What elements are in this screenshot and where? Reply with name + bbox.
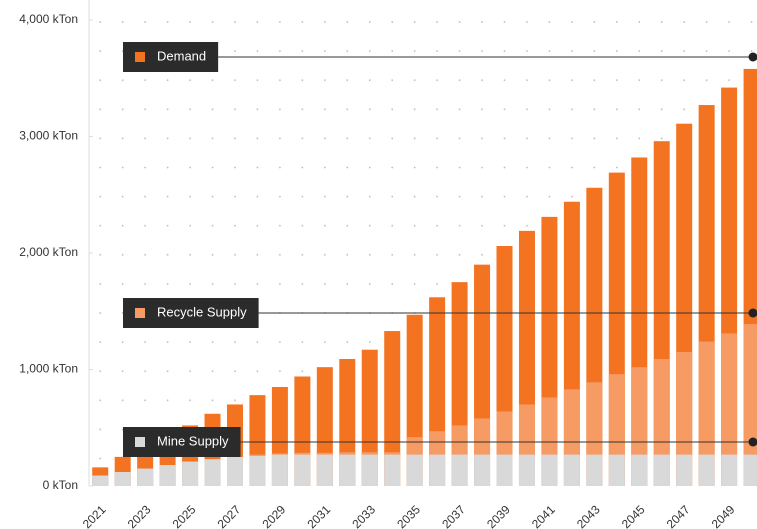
- y-tick-label: 4,000 kTon: [19, 12, 78, 26]
- recycle-supply-bar: [406, 437, 423, 455]
- recycle-supply-bar: [608, 374, 625, 455]
- mine-supply-bar: [631, 454, 648, 486]
- legend-label: Mine Supply: [157, 433, 229, 448]
- recycle-supply-bar: [631, 367, 648, 455]
- recycle-supply-bar: [294, 452, 311, 455]
- legend-label: Demand: [157, 48, 206, 63]
- recycle-supply-bar: [698, 341, 715, 455]
- x-tick-label: 2033: [349, 502, 378, 529]
- recycle-supply-bar: [676, 352, 693, 455]
- x-tick-label: 2043: [574, 502, 603, 529]
- legend-dot: [748, 437, 757, 447]
- demand-bar: [361, 349, 378, 486]
- recycle-supply-bar: [541, 397, 558, 455]
- mine-supply-bar: [676, 454, 693, 486]
- legend-swatch: [135, 52, 145, 62]
- mine-supply-bar: [451, 454, 468, 486]
- legend-item: Demand: [123, 42, 757, 72]
- mine-supply-bar: [541, 454, 558, 486]
- recycle-supply-bar: [271, 453, 288, 455]
- x-tick-label: 2049: [709, 502, 738, 529]
- x-tick-label: 2045: [619, 502, 648, 529]
- demand-bar: [384, 331, 401, 486]
- mine-supply-bar: [721, 454, 738, 486]
- x-tick-label: 2041: [529, 502, 558, 529]
- legend-item: Recycle Supply: [123, 298, 757, 328]
- x-tick-label: 2039: [484, 502, 513, 529]
- x-tick-label: 2027: [215, 502, 244, 529]
- x-tick-label: 2047: [664, 502, 693, 529]
- recycle-supply-bar: [249, 454, 266, 456]
- mine-supply-bar: [294, 454, 311, 486]
- mine-supply-bar: [496, 454, 513, 486]
- y-tick-label: 1,000 kTon: [19, 362, 78, 376]
- recycle-supply-bar: [653, 359, 670, 455]
- legend-dot: [748, 52, 757, 62]
- legend-label: Recycle Supply: [157, 304, 247, 319]
- mine-supply-bar: [159, 465, 176, 486]
- mine-supply-bar: [608, 454, 625, 486]
- legend-swatch: [135, 437, 145, 447]
- recycle-supply-bar: [361, 452, 378, 455]
- mine-supply-bar: [474, 454, 491, 486]
- legend-swatch: [135, 308, 145, 318]
- x-tick-label: 2031: [304, 502, 333, 529]
- recycle-supply-bar: [474, 418, 491, 455]
- recycle-supply-bar: [384, 452, 401, 455]
- mine-supply-bar: [653, 454, 670, 486]
- x-tick-label: 2037: [439, 502, 468, 529]
- mine-supply-bar: [114, 472, 131, 486]
- y-tick-label: 2,000 kTon: [19, 245, 78, 259]
- recycle-supply-bar: [563, 389, 580, 455]
- legend-item: Mine Supply: [123, 427, 757, 457]
- mine-supply-bar: [137, 468, 154, 486]
- mine-supply-bar: [384, 454, 401, 486]
- recycle-supply-bar: [743, 324, 757, 455]
- x-tick-label: 2023: [125, 502, 154, 529]
- recycle-supply-bar: [721, 333, 738, 455]
- x-tick-label: 2021: [80, 502, 109, 529]
- recycle-supply-bar: [316, 452, 333, 455]
- mine-supply-bar: [316, 454, 333, 486]
- legend-box: [123, 298, 259, 328]
- recycle-supply-bar: [518, 404, 535, 455]
- mine-supply-bar: [249, 455, 266, 486]
- y-tick-label: 3,000 kTon: [19, 129, 78, 143]
- x-tick-label: 2029: [259, 502, 288, 529]
- recycle-supply-bar: [496, 411, 513, 455]
- mine-supply-bar: [563, 454, 580, 486]
- recycle-supply-bar: [339, 452, 356, 455]
- legend-dot: [748, 308, 757, 318]
- mine-supply-bar: [361, 454, 378, 486]
- mine-supply-bar: [518, 454, 535, 486]
- mine-supply-bar: [743, 454, 757, 486]
- mine-supply-bar: [406, 454, 423, 486]
- recycle-supply-bar: [429, 431, 446, 455]
- mine-supply-bar: [339, 454, 356, 486]
- mine-supply-bar: [182, 461, 199, 486]
- mine-supply-bar: [429, 454, 446, 486]
- recycle-supply-bar: [451, 425, 468, 455]
- recycle-supply-bar: [586, 382, 603, 455]
- mine-supply-bar: [204, 459, 221, 486]
- x-tick-label: 2035: [394, 502, 423, 529]
- mine-supply-bar: [586, 454, 603, 486]
- mine-supply-bar: [698, 454, 715, 486]
- x-tick-label: 2025: [170, 502, 199, 529]
- mine-supply-bar: [226, 456, 243, 486]
- y-tick-label: 0 kTon: [43, 478, 78, 492]
- mine-supply-bar: [92, 475, 109, 486]
- mine-supply-bar: [271, 454, 288, 486]
- legend: Demand Recycle Supply Mine Supply: [123, 42, 757, 457]
